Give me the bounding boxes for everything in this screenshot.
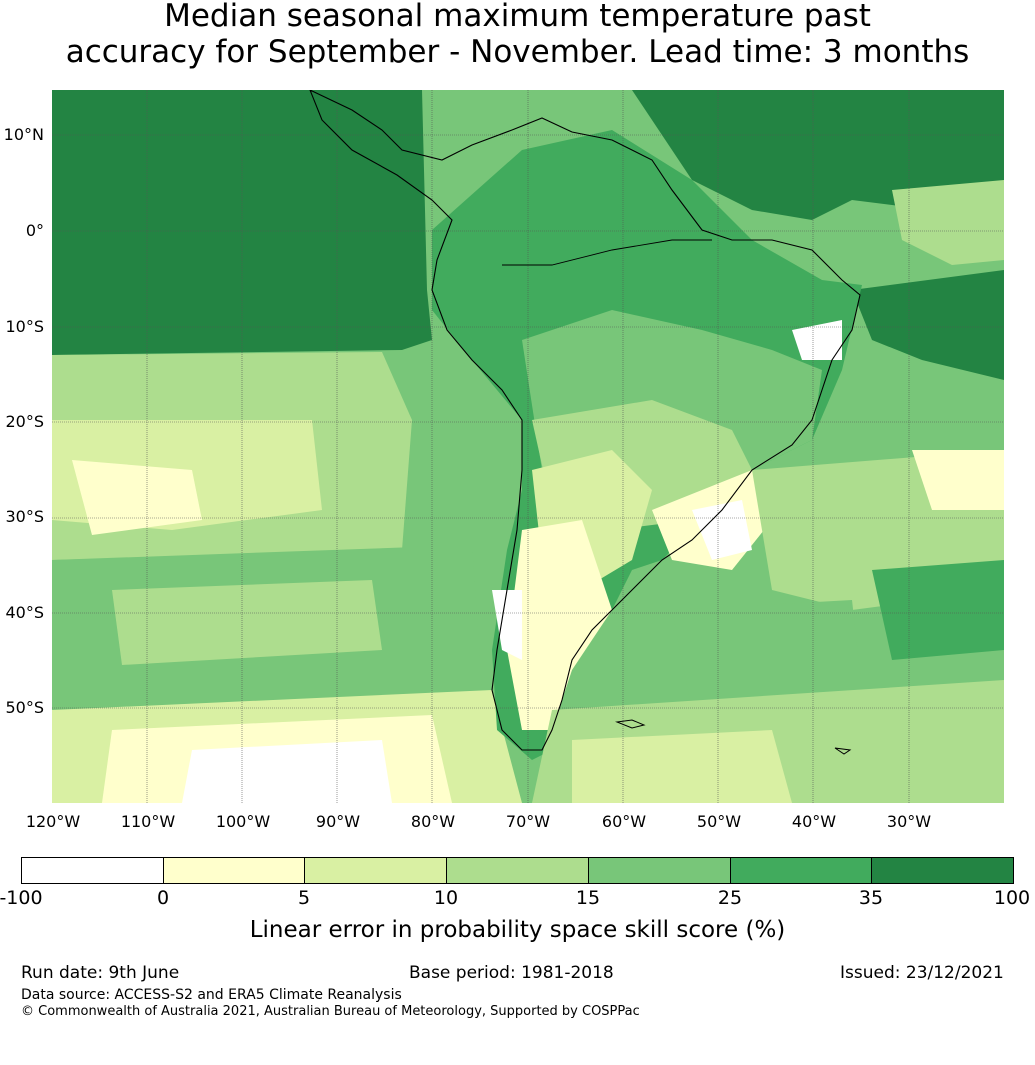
colorbar-tick: -100 xyxy=(0,887,43,909)
skill-map xyxy=(52,90,1004,803)
region-drake-pale xyxy=(572,730,792,803)
title-line-2: accuracy for September - November. Lead … xyxy=(65,34,970,70)
region-atlantic-tropics xyxy=(852,270,1004,380)
lon-label-40w: 40°W xyxy=(791,812,837,831)
region-south-atlantic-dark xyxy=(872,560,1004,660)
copyright: © Commonwealth of Australia 2021, Austra… xyxy=(21,1004,640,1019)
region-falklands-sea xyxy=(672,600,862,710)
colorbar-segment-10-15 xyxy=(447,858,589,883)
lon-label-60w: 60°W xyxy=(601,812,647,831)
coastline-south-america xyxy=(309,90,861,751)
chart-title: Median seasonal maximum temperature past… xyxy=(0,0,1035,70)
colorbar-tick: 5 xyxy=(297,887,311,909)
data-source: Data source: ACCESS-S2 and ERA5 Climate … xyxy=(21,987,402,1003)
colorbar-tick: 35 xyxy=(858,887,884,909)
map-svg xyxy=(52,90,1004,803)
colorbar-tick: 10 xyxy=(433,887,459,909)
colorbar-label: Linear error in probability space skill … xyxy=(249,917,786,943)
colorbar-segment-25-35 xyxy=(730,858,873,883)
colorbar-tick: 100 xyxy=(993,887,1031,909)
lon-label-50w: 50°W xyxy=(696,812,742,831)
region-plata-white xyxy=(692,500,752,560)
lat-label-30s: 30°S xyxy=(5,507,44,526)
colorbar xyxy=(21,857,1014,884)
region-pacific-yellow xyxy=(72,460,202,535)
base-period: Base period: 1981-2018 xyxy=(409,963,614,983)
lat-label-40s: 40°S xyxy=(5,603,44,622)
colorbar-tick: 0 xyxy=(156,887,170,909)
lat-label-10s: 10°S xyxy=(5,317,44,336)
lon-label-90w: 90°W xyxy=(315,812,361,831)
run-date: Run date: 9th June xyxy=(21,963,180,983)
colorbar-segment-lt0 xyxy=(22,858,164,883)
lon-label-70w: 70°W xyxy=(505,812,551,831)
region-chile-white xyxy=(492,590,522,660)
falkland-islands xyxy=(615,719,646,729)
region-patagonia xyxy=(507,520,612,730)
lon-label-100w: 100°W xyxy=(215,812,271,831)
colorbar-segment-5-10 xyxy=(305,858,448,883)
lat-label-50s: 50°S xyxy=(5,698,44,717)
region-south-pacific-light xyxy=(112,580,382,665)
issued-date: Issued: 23/12/2021 xyxy=(840,963,1004,983)
graticule xyxy=(52,90,1004,803)
title-line-1: Median seasonal maximum temperature past xyxy=(164,0,871,34)
region-atlantic-light xyxy=(892,180,1004,265)
region-sw-atlantic-yellow xyxy=(912,450,1004,510)
lat-label-10n: 10°N xyxy=(3,125,44,144)
river-amazon xyxy=(502,239,712,266)
colorbar-segment-35-100 xyxy=(872,858,1014,883)
lon-label-30w: 30°W xyxy=(886,812,932,831)
region-north-atlantic xyxy=(632,90,1004,220)
region-nordeste-white xyxy=(792,320,842,360)
colorbar-tick: 25 xyxy=(717,887,743,909)
lon-label-80w: 80°W xyxy=(410,812,456,831)
lon-label-110w: 110°W xyxy=(120,812,176,831)
region-southern-ocean-white xyxy=(182,740,392,803)
colorbar-segment-15-25 xyxy=(588,858,731,883)
south-georgia xyxy=(834,747,852,755)
colorbar-segment-0-5 xyxy=(163,858,306,883)
lat-label-0: 0° xyxy=(25,221,44,240)
lon-label-120w: 120°W xyxy=(25,812,81,831)
lat-label-20s: 20°S xyxy=(5,412,44,431)
colorbar-tick: 15 xyxy=(575,887,601,909)
